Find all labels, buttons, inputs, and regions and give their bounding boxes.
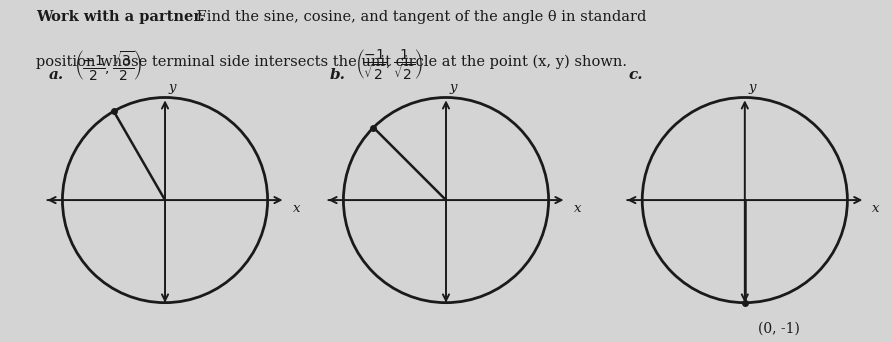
Text: a.: a.	[49, 68, 64, 82]
Text: x: x	[872, 202, 880, 215]
Text: Find the sine, cosine, and tangent of the angle θ in standard: Find the sine, cosine, and tangent of th…	[192, 10, 646, 24]
Text: y: y	[748, 81, 756, 94]
Text: y: y	[450, 81, 457, 94]
Text: $\left(\dfrac{-1}{2}, \dfrac{\sqrt{3}}{2}\right)$: $\left(\dfrac{-1}{2}, \dfrac{\sqrt{3}}{2…	[74, 48, 143, 82]
Text: x: x	[574, 202, 581, 215]
Text: (0, -1): (0, -1)	[758, 321, 800, 336]
Text: $\left(\dfrac{-1}{\sqrt{2}}, \dfrac{1}{\sqrt{2}}\right)$: $\left(\dfrac{-1}{\sqrt{2}}, \dfrac{1}{\…	[355, 48, 424, 82]
Text: position whose terminal side intersects the unit circle at the point (x, y) show: position whose terminal side intersects …	[36, 55, 627, 69]
Text: y: y	[169, 81, 176, 94]
Text: b.: b.	[330, 68, 346, 82]
Text: c.: c.	[629, 68, 643, 82]
Text: x: x	[293, 202, 300, 215]
Text: Work with a partner.: Work with a partner.	[36, 10, 204, 24]
